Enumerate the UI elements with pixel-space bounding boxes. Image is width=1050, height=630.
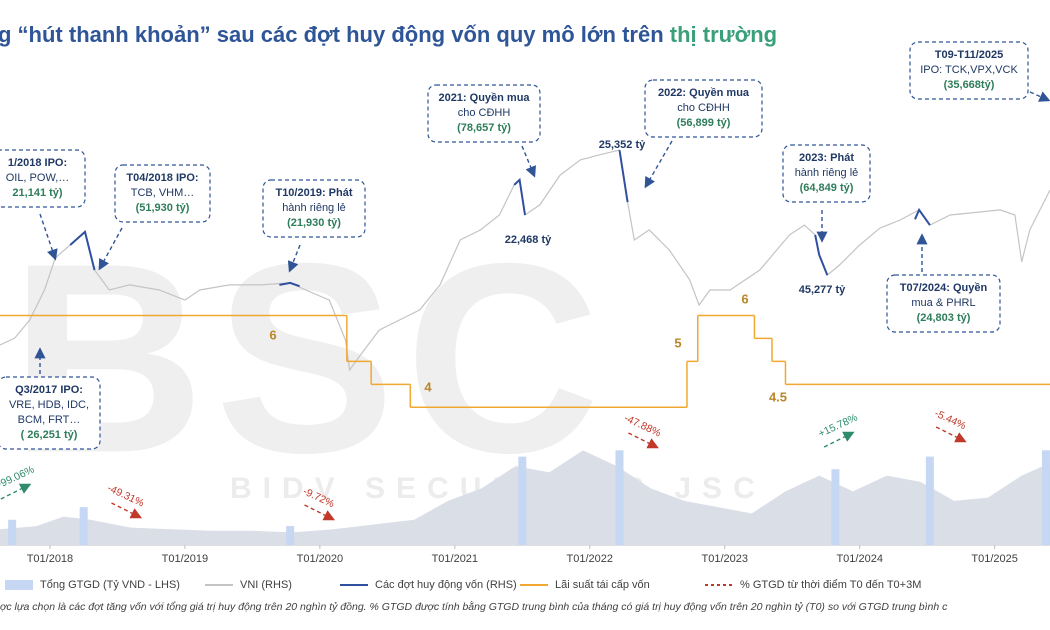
x-tick-label: T01/2024: [836, 553, 882, 565]
index-line: [69, 149, 931, 288]
callout-line: cho CĐHH: [677, 102, 730, 114]
callout-box: [0, 376, 101, 450]
x-tick-label: T01/2025: [971, 553, 1017, 565]
callout-line: cho CĐHH: [458, 107, 511, 119]
callout-line: 21,141 tỷ): [12, 187, 62, 199]
callout-line: 2022: Quyền mua: [658, 87, 750, 99]
highlight-bar: [831, 469, 840, 545]
highlight-bar: [615, 450, 624, 545]
callout-box: [0, 149, 86, 208]
change-arrow: [0, 483, 32, 500]
point-label: 45,277 tỷ: [799, 284, 846, 296]
callout-line: (56,899 tỷ): [677, 117, 731, 129]
change-label: -47.88%: [622, 412, 663, 439]
legend-label: Lãi suất tái cấp vốn: [555, 579, 650, 591]
title-main: g “hút thanh khoản” sau các đợt huy động…: [0, 22, 664, 47]
x-tick-label: T01/2018: [27, 553, 73, 565]
change-arrow: [111, 502, 143, 519]
callout-line: T04/2018 IPO:: [126, 172, 198, 184]
highlight-bar: [286, 526, 295, 545]
chart-title: g “hút thanh khoản” sau các đợt huy động…: [0, 22, 777, 47]
change-arrow: [823, 431, 855, 448]
point-label: 22,468 tỷ: [505, 234, 552, 246]
callout-line: T09-T11/2025: [935, 49, 1004, 61]
rate-label: 6: [269, 327, 276, 342]
highlight-bar: [1041, 450, 1050, 545]
title-highlight: thị trường: [670, 22, 777, 47]
change-arrow: [304, 504, 336, 521]
callout-box: [427, 84, 541, 143]
change-label: +15.78%: [817, 412, 860, 441]
legend-label: Các đợt huy động vốn (RHS): [375, 579, 517, 591]
callout-line: Q3/2017 IPO:: [15, 384, 83, 396]
legend-swatch: [5, 580, 33, 590]
callout-line: IPO: TCK,VPX,VCK: [920, 64, 1018, 76]
callout-line: BCM, FRT…: [18, 414, 81, 426]
highlight-bar: [925, 456, 934, 545]
callout-line: (64,849 tỷ): [800, 182, 854, 194]
callout-line: T07/2024: Quyền: [900, 282, 988, 294]
callout-box: [262, 179, 366, 238]
highlight-bar: [79, 507, 88, 545]
rate-label: 5: [674, 335, 681, 350]
highlight-bar: [518, 456, 527, 545]
callout-line: 1/2018 IPO:: [8, 157, 67, 169]
rate-label: 6: [741, 291, 748, 306]
callout-box: [782, 144, 871, 203]
callout-box: [644, 79, 763, 138]
x-tick-label: T01/2020: [297, 553, 343, 565]
callout-arrow: [98, 227, 123, 271]
x-tick-label: T01/2019: [162, 553, 208, 565]
x-tick-label: T01/2021: [432, 553, 478, 565]
callout-line: hành riêng lẻ: [282, 202, 346, 214]
callout-line: OIL, POW,…: [6, 172, 70, 184]
callout-line: (24,803 tỷ): [917, 312, 971, 324]
callout-line: hành riêng lẻ: [795, 167, 859, 179]
callout-box: [886, 274, 1001, 333]
callout-line: TCB, VHM…: [131, 187, 195, 199]
callout-box: [909, 41, 1029, 100]
index-line: [0, 149, 1050, 372]
x-tick-label: T01/2022: [567, 553, 613, 565]
change-arrow: [628, 432, 659, 449]
rate-label: 4: [424, 379, 432, 394]
point-label: 25,352 tỷ: [599, 139, 646, 151]
x-tick-label: T01/2023: [702, 553, 748, 565]
callout-line: mua & PHRL: [911, 297, 975, 309]
rate-label: 4.5: [769, 389, 787, 404]
callout-box: [114, 164, 211, 223]
callout-line: 2021: Quyền mua: [438, 92, 530, 104]
callout-line: (35,668tỷ): [944, 79, 995, 91]
callout-line: T10/2019: Phát: [275, 187, 352, 199]
callout-line: (21,930 tỷ): [287, 217, 341, 229]
footnote: ợc lựa chọn là các đợt tăng vốn với tổng…: [0, 600, 948, 613]
callout-line: (51,930 tỷ): [136, 202, 190, 214]
highlight-bar: [8, 519, 17, 545]
callout-arrow: [521, 145, 536, 178]
callout-line: ( 26,251 tỷ): [21, 429, 78, 441]
legend-label: % GTGD từ thời điểm T0 đến T0+3M: [740, 579, 921, 591]
callout-arrow: [644, 140, 673, 189]
plot: T01/2018 T01/2019 T01/2020 T01/2021 T01/2022…: [0, 41, 1050, 591]
callout-line: VRE, HDB, IDC,: [9, 399, 89, 411]
callout-line: 2023: Phát: [799, 152, 854, 164]
callout-arrow: [1029, 91, 1050, 102]
callout-arrow: [287, 244, 301, 273]
callout-arrow: [39, 213, 58, 261]
legend-label: VNI (RHS): [240, 579, 292, 591]
callout-line: (78,657 tỷ): [457, 122, 511, 134]
change-arrow: [935, 426, 967, 443]
legend-label: Tổng GTGD (Tỷ VND - LHS): [40, 579, 180, 591]
